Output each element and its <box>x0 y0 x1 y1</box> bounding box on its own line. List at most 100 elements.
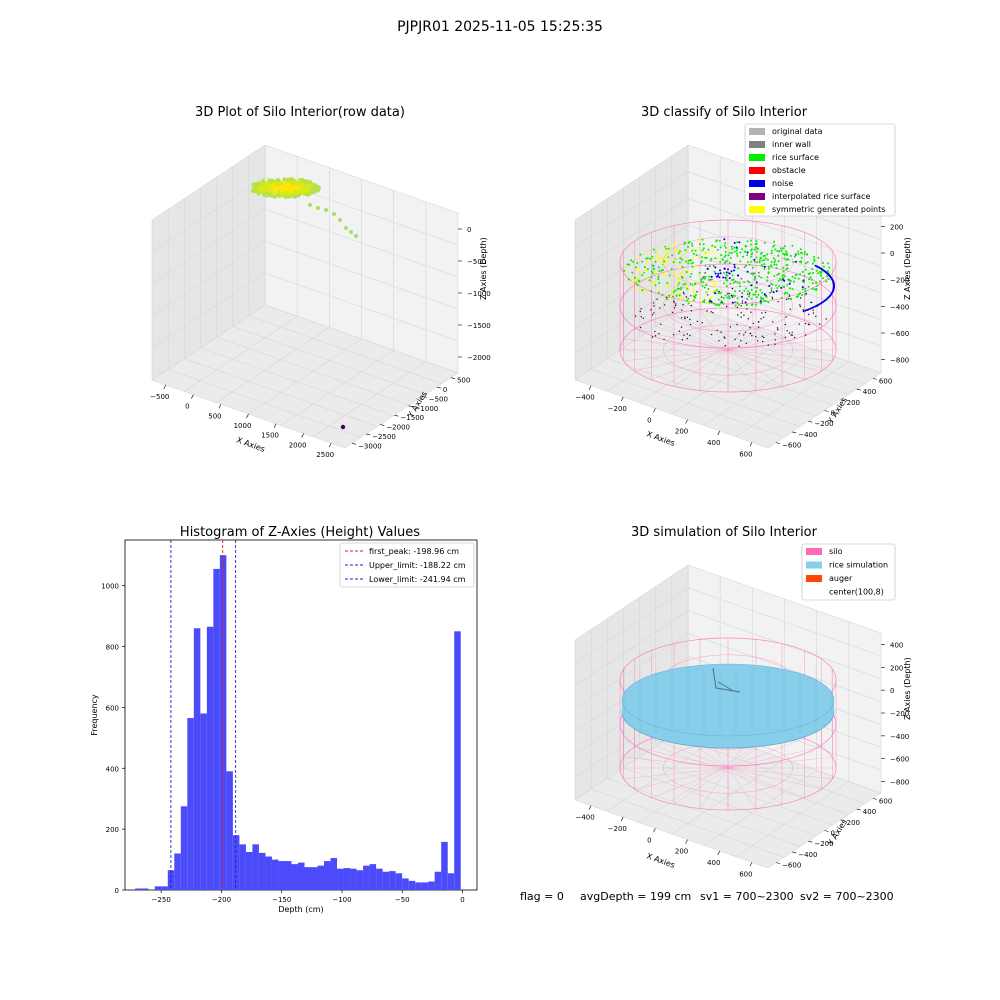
z-tick-label: 0 <box>890 687 894 695</box>
data-point <box>804 251 806 253</box>
classify-z-axis-label: Z Axies (Depth) <box>903 237 912 300</box>
data-point <box>786 299 787 300</box>
data-point <box>707 252 709 254</box>
data-point <box>785 251 787 253</box>
data-point <box>729 252 731 254</box>
data-point <box>750 312 751 313</box>
histogram-bar <box>311 867 318 890</box>
data-point <box>743 315 744 316</box>
data-point <box>733 269 735 271</box>
data-point <box>773 257 775 259</box>
data-point <box>740 340 741 341</box>
data-point <box>687 263 689 265</box>
data-point <box>746 304 748 306</box>
histogram-bar <box>415 882 422 890</box>
data-point <box>713 265 715 267</box>
data-point <box>685 261 687 263</box>
data-point <box>308 203 312 207</box>
data-point <box>826 318 827 319</box>
data-point <box>775 284 777 286</box>
data-point <box>776 250 778 252</box>
data-point <box>796 274 798 276</box>
data-point <box>761 252 763 254</box>
data-point <box>710 258 712 260</box>
data-point <box>773 291 775 293</box>
data-point <box>811 268 813 270</box>
x-tick-label: −150 <box>272 896 291 904</box>
data-point <box>745 288 747 290</box>
histogram-bar <box>318 866 325 890</box>
histogram-bar <box>142 888 149 890</box>
data-point <box>767 301 769 303</box>
data-point <box>678 281 680 283</box>
data-point <box>787 267 789 269</box>
data-point <box>733 247 735 249</box>
data-point <box>784 253 786 255</box>
y-tick-label: 800 <box>106 644 119 652</box>
x-tick <box>718 851 720 855</box>
data-point <box>303 180 307 184</box>
data-point <box>764 293 766 295</box>
data-point <box>813 259 815 261</box>
data-point <box>652 336 653 337</box>
data-point <box>726 306 727 307</box>
data-point <box>264 192 268 196</box>
data-point <box>760 257 762 259</box>
data-point <box>690 276 692 278</box>
x-tick <box>750 862 752 866</box>
data-point <box>678 267 680 269</box>
data-point <box>776 287 778 289</box>
data-point <box>719 261 721 263</box>
data-point <box>761 292 763 294</box>
data-point <box>733 264 735 266</box>
data-point <box>785 337 786 338</box>
data-point <box>756 257 758 259</box>
data-point <box>745 332 746 333</box>
legend-label: center(100,8) <box>829 588 884 597</box>
y-tick <box>776 863 780 864</box>
data-point <box>776 267 778 269</box>
data-point <box>757 248 759 250</box>
data-point <box>658 333 659 334</box>
data-point <box>809 324 810 325</box>
data-point <box>770 283 772 285</box>
data-point <box>651 256 653 258</box>
data-point <box>695 294 697 296</box>
data-point <box>771 290 772 291</box>
data-point <box>735 281 737 283</box>
data-point <box>686 296 687 297</box>
y-tick-label: −3000 <box>358 442 382 450</box>
data-point <box>723 238 725 240</box>
data-point <box>687 317 688 318</box>
x-tick-label: 0 <box>460 896 464 904</box>
data-point <box>740 278 742 280</box>
data-point <box>749 264 751 266</box>
data-point <box>673 288 675 290</box>
data-point <box>699 243 701 245</box>
histogram-bar <box>389 871 396 890</box>
data-point <box>755 246 757 248</box>
data-point <box>822 277 824 279</box>
data-point <box>736 241 738 243</box>
histogram-title: Histogram of Z-Axies (Height) Values <box>180 525 420 540</box>
data-point <box>686 300 688 302</box>
data-point <box>803 275 805 277</box>
data-point <box>796 296 798 298</box>
data-point <box>725 277 727 279</box>
data-point <box>721 296 722 297</box>
data-point <box>808 278 810 280</box>
data-point <box>665 272 667 274</box>
data-point <box>749 294 751 296</box>
data-point <box>736 324 737 325</box>
data-point <box>798 278 800 280</box>
data-point <box>788 279 790 281</box>
data-point <box>766 280 768 282</box>
data-point <box>737 307 738 308</box>
histogram-bar <box>383 872 390 890</box>
data-point <box>745 245 747 247</box>
x-tick-label: 1500 <box>261 432 279 440</box>
data-point <box>649 279 651 281</box>
x-tick-label: −500 <box>150 393 169 401</box>
data-point <box>682 339 683 340</box>
data-point <box>745 301 747 303</box>
